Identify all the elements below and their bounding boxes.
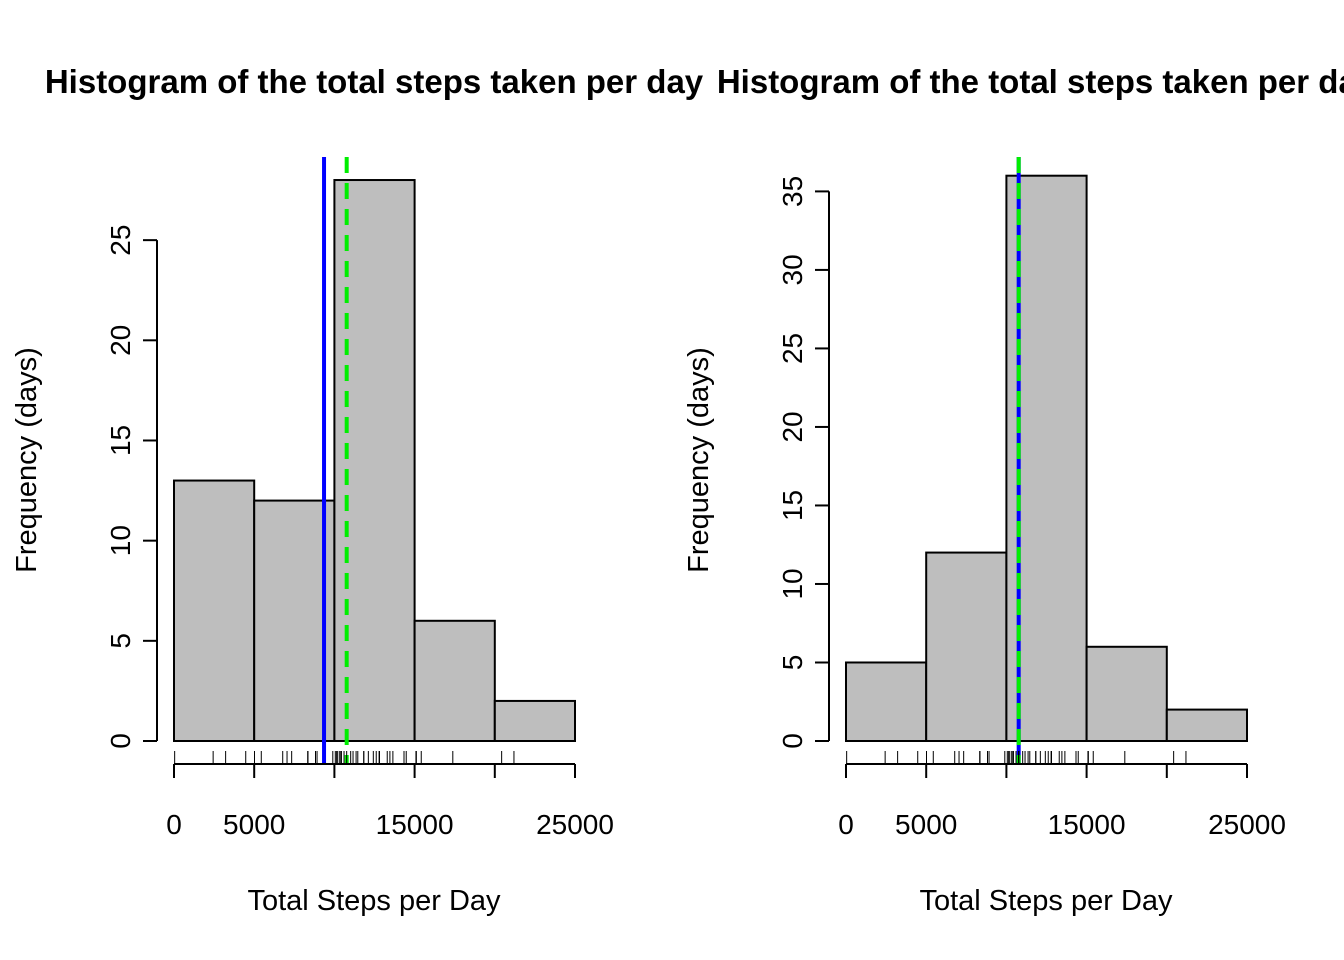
reference-lines [322, 157, 349, 764]
chart-title: Histogram of the total steps taken per d… [45, 63, 704, 100]
histogram-bar [173, 479, 256, 742]
x-axis: 0 5000 15000 25000 [166, 763, 614, 840]
y-tick-label: 10 [105, 525, 136, 556]
y-axis-label: Frequency (days) [11, 347, 43, 573]
y-axis-label: Frequency (days) [683, 347, 715, 573]
y-tick-label: 0 [105, 733, 136, 749]
histogram-bar [253, 499, 336, 742]
chart-title: Histogram of the total steps taken per d… [717, 63, 1344, 100]
y-axis: 0 5 10 15 20 25 [105, 225, 158, 749]
bars [173, 179, 576, 742]
bars [845, 174, 1249, 743]
x-tick-label: 25000 [1208, 809, 1286, 840]
histogram-bar [1165, 708, 1249, 743]
y-tick-label: 20 [777, 411, 808, 442]
histogram-bar [1085, 645, 1168, 743]
histogram-bar [925, 551, 1008, 742]
x-tick-label: 0 [166, 809, 182, 840]
y-tick-label: 10 [777, 568, 808, 599]
x-tick-label: 5000 [895, 809, 957, 840]
histogram-bar [845, 661, 928, 743]
x-tick-label: 0 [838, 809, 854, 840]
x-tick-label: 5000 [223, 809, 285, 840]
y-tick-label: 30 [777, 254, 808, 285]
y-tick-label: 15 [777, 490, 808, 521]
y-tick-label: 0 [777, 733, 808, 749]
rug-marks [846, 751, 1187, 764]
y-tick-label: 5 [105, 633, 136, 649]
x-tick-label: 15000 [1048, 809, 1126, 840]
rug-marks [174, 751, 515, 764]
y-tick-label: 35 [777, 176, 808, 207]
x-axis: 0 5000 15000 25000 [838, 763, 1286, 840]
y-tick-label: 25 [105, 225, 136, 256]
x-tick-label: 15000 [376, 809, 454, 840]
x-axis-label: Total Steps per Day [247, 885, 501, 917]
histogram-bar [413, 619, 496, 742]
panel-left: 0 5000 15000 25000 0 5 10 15 20 25 Total Steps p… [11, 157, 614, 917]
y-axis: 0 5 10 15 20 25 30 35 [777, 176, 830, 749]
y-tick-label: 20 [105, 325, 136, 356]
y-tick-label: 15 [105, 425, 136, 456]
x-axis-label: Total Steps per Day [919, 885, 1173, 917]
y-tick-label: 25 [777, 333, 808, 364]
y-tick-label: 5 [777, 655, 808, 671]
panel-right: 0 5000 15000 25000 0 5 10 15 20 25 30 35 Total Ste… [683, 157, 1286, 917]
histogram-bar [493, 699, 576, 742]
x-tick-label: 25000 [536, 809, 614, 840]
